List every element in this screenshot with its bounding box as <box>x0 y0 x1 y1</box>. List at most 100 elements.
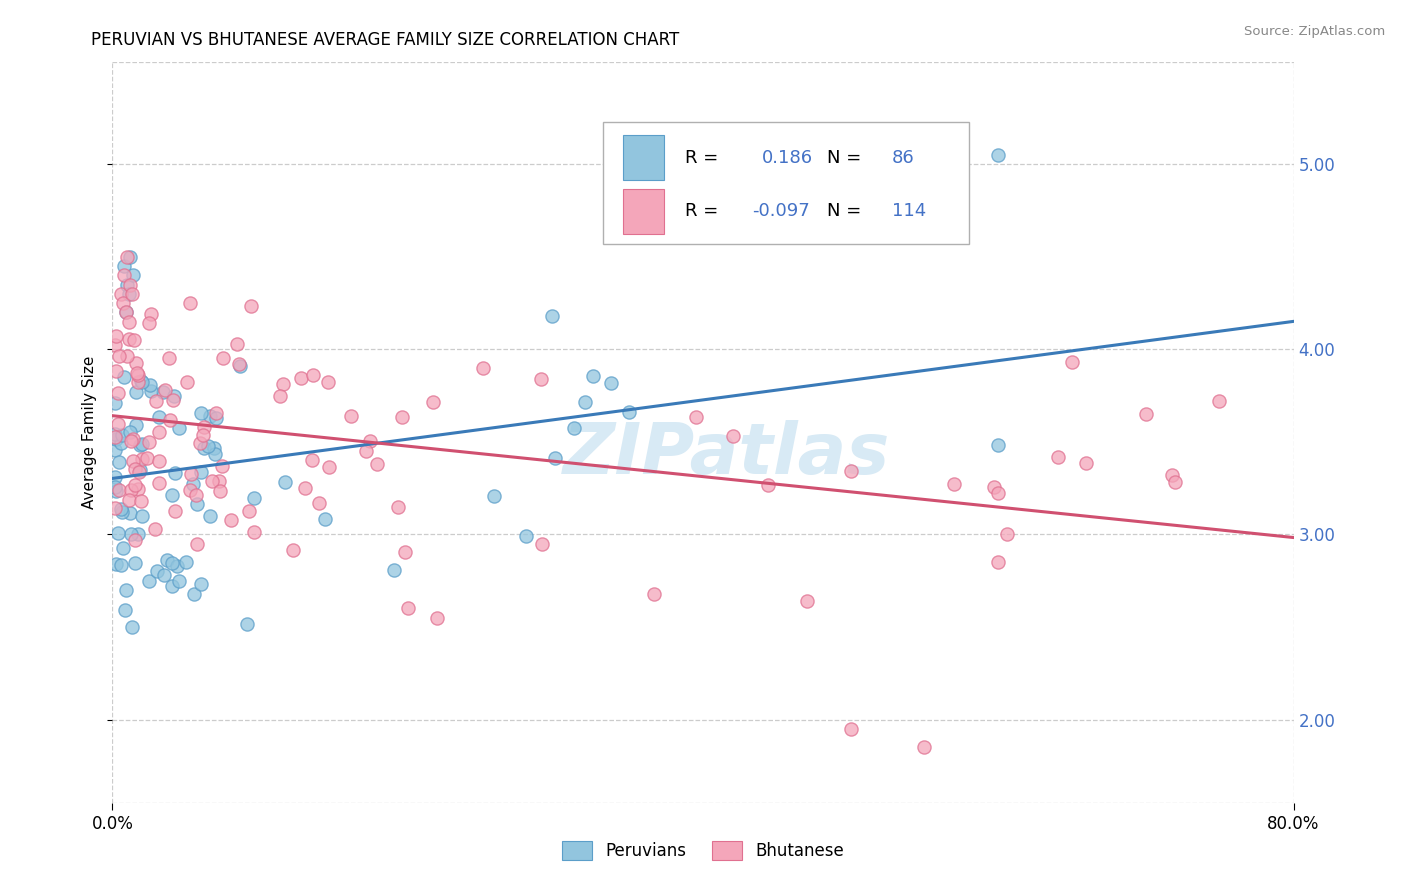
Point <box>796 594 818 608</box>
Text: Source: ZipAtlas.com: Source: ZipAtlas.com <box>1244 25 1385 38</box>
Point <box>384 563 406 577</box>
Point <box>987 556 1010 570</box>
Point <box>1208 394 1230 409</box>
Point <box>127 368 149 382</box>
Point <box>987 485 1010 500</box>
Point <box>229 359 252 373</box>
Point <box>108 455 131 469</box>
Point <box>987 438 1010 452</box>
Text: 86: 86 <box>891 148 915 167</box>
Point <box>152 384 174 399</box>
Point <box>118 286 141 301</box>
Point <box>125 367 148 381</box>
Point <box>201 474 224 488</box>
Point <box>294 481 316 495</box>
Point <box>129 438 152 452</box>
Point <box>122 268 145 283</box>
Text: R =: R = <box>685 202 718 220</box>
Point <box>162 393 184 408</box>
FancyBboxPatch shape <box>623 189 664 234</box>
Point <box>124 533 146 547</box>
Point <box>114 305 136 319</box>
Point <box>117 277 138 292</box>
Point <box>186 537 208 551</box>
Point <box>108 349 131 363</box>
Point <box>112 369 135 384</box>
Point <box>115 349 138 363</box>
Point <box>148 410 170 425</box>
Point <box>179 483 201 497</box>
Point <box>124 461 146 475</box>
Point <box>1161 467 1184 482</box>
Point <box>148 425 170 439</box>
Point <box>111 428 134 442</box>
Point <box>240 299 263 313</box>
FancyBboxPatch shape <box>603 121 969 244</box>
Point <box>110 286 132 301</box>
Point <box>301 453 323 467</box>
Point <box>148 475 170 490</box>
Point <box>391 410 413 425</box>
Point <box>118 332 141 346</box>
Point <box>118 492 141 507</box>
Point <box>104 429 127 443</box>
Point <box>127 526 149 541</box>
Point <box>186 497 208 511</box>
Point <box>574 395 596 409</box>
Point <box>190 577 212 591</box>
Point <box>121 620 143 634</box>
Point <box>104 427 127 442</box>
Point <box>202 441 225 455</box>
Point <box>153 568 176 582</box>
Point <box>204 447 226 461</box>
Point <box>104 480 127 494</box>
Point <box>124 384 146 399</box>
Point <box>105 329 128 343</box>
Point <box>184 488 207 502</box>
Point <box>122 454 145 468</box>
Point <box>148 454 170 468</box>
Point <box>180 467 202 482</box>
Point <box>318 459 340 474</box>
Point <box>308 496 330 510</box>
Point <box>471 361 494 376</box>
Point <box>394 545 416 559</box>
Point <box>128 465 150 479</box>
Point <box>131 508 153 523</box>
Point <box>120 434 142 448</box>
Point <box>124 556 146 570</box>
Point <box>204 406 226 420</box>
Point <box>118 425 141 440</box>
Text: ZIPatlas: ZIPatlas <box>562 420 890 490</box>
Point <box>188 435 211 450</box>
Point <box>105 483 128 498</box>
Point <box>105 432 128 446</box>
Point <box>197 439 219 453</box>
Point <box>274 475 297 490</box>
Point <box>107 525 129 540</box>
Point <box>243 525 266 540</box>
Point <box>127 482 149 496</box>
Point <box>145 394 167 409</box>
Point <box>131 374 153 388</box>
Point <box>120 277 142 292</box>
Point <box>163 467 186 481</box>
Point <box>104 338 127 352</box>
Point <box>359 434 381 448</box>
Point <box>107 386 129 401</box>
Point <box>193 419 215 434</box>
Point <box>104 442 127 457</box>
Point <box>721 429 744 443</box>
Point <box>562 421 585 435</box>
Point <box>136 451 159 466</box>
Point <box>283 542 305 557</box>
Point <box>685 410 707 425</box>
Point <box>120 527 142 541</box>
Point <box>179 296 201 310</box>
Point <box>208 484 231 499</box>
Point <box>176 376 198 390</box>
Point <box>839 464 862 478</box>
Point <box>111 505 134 519</box>
Point <box>619 405 641 419</box>
Point <box>198 409 221 424</box>
